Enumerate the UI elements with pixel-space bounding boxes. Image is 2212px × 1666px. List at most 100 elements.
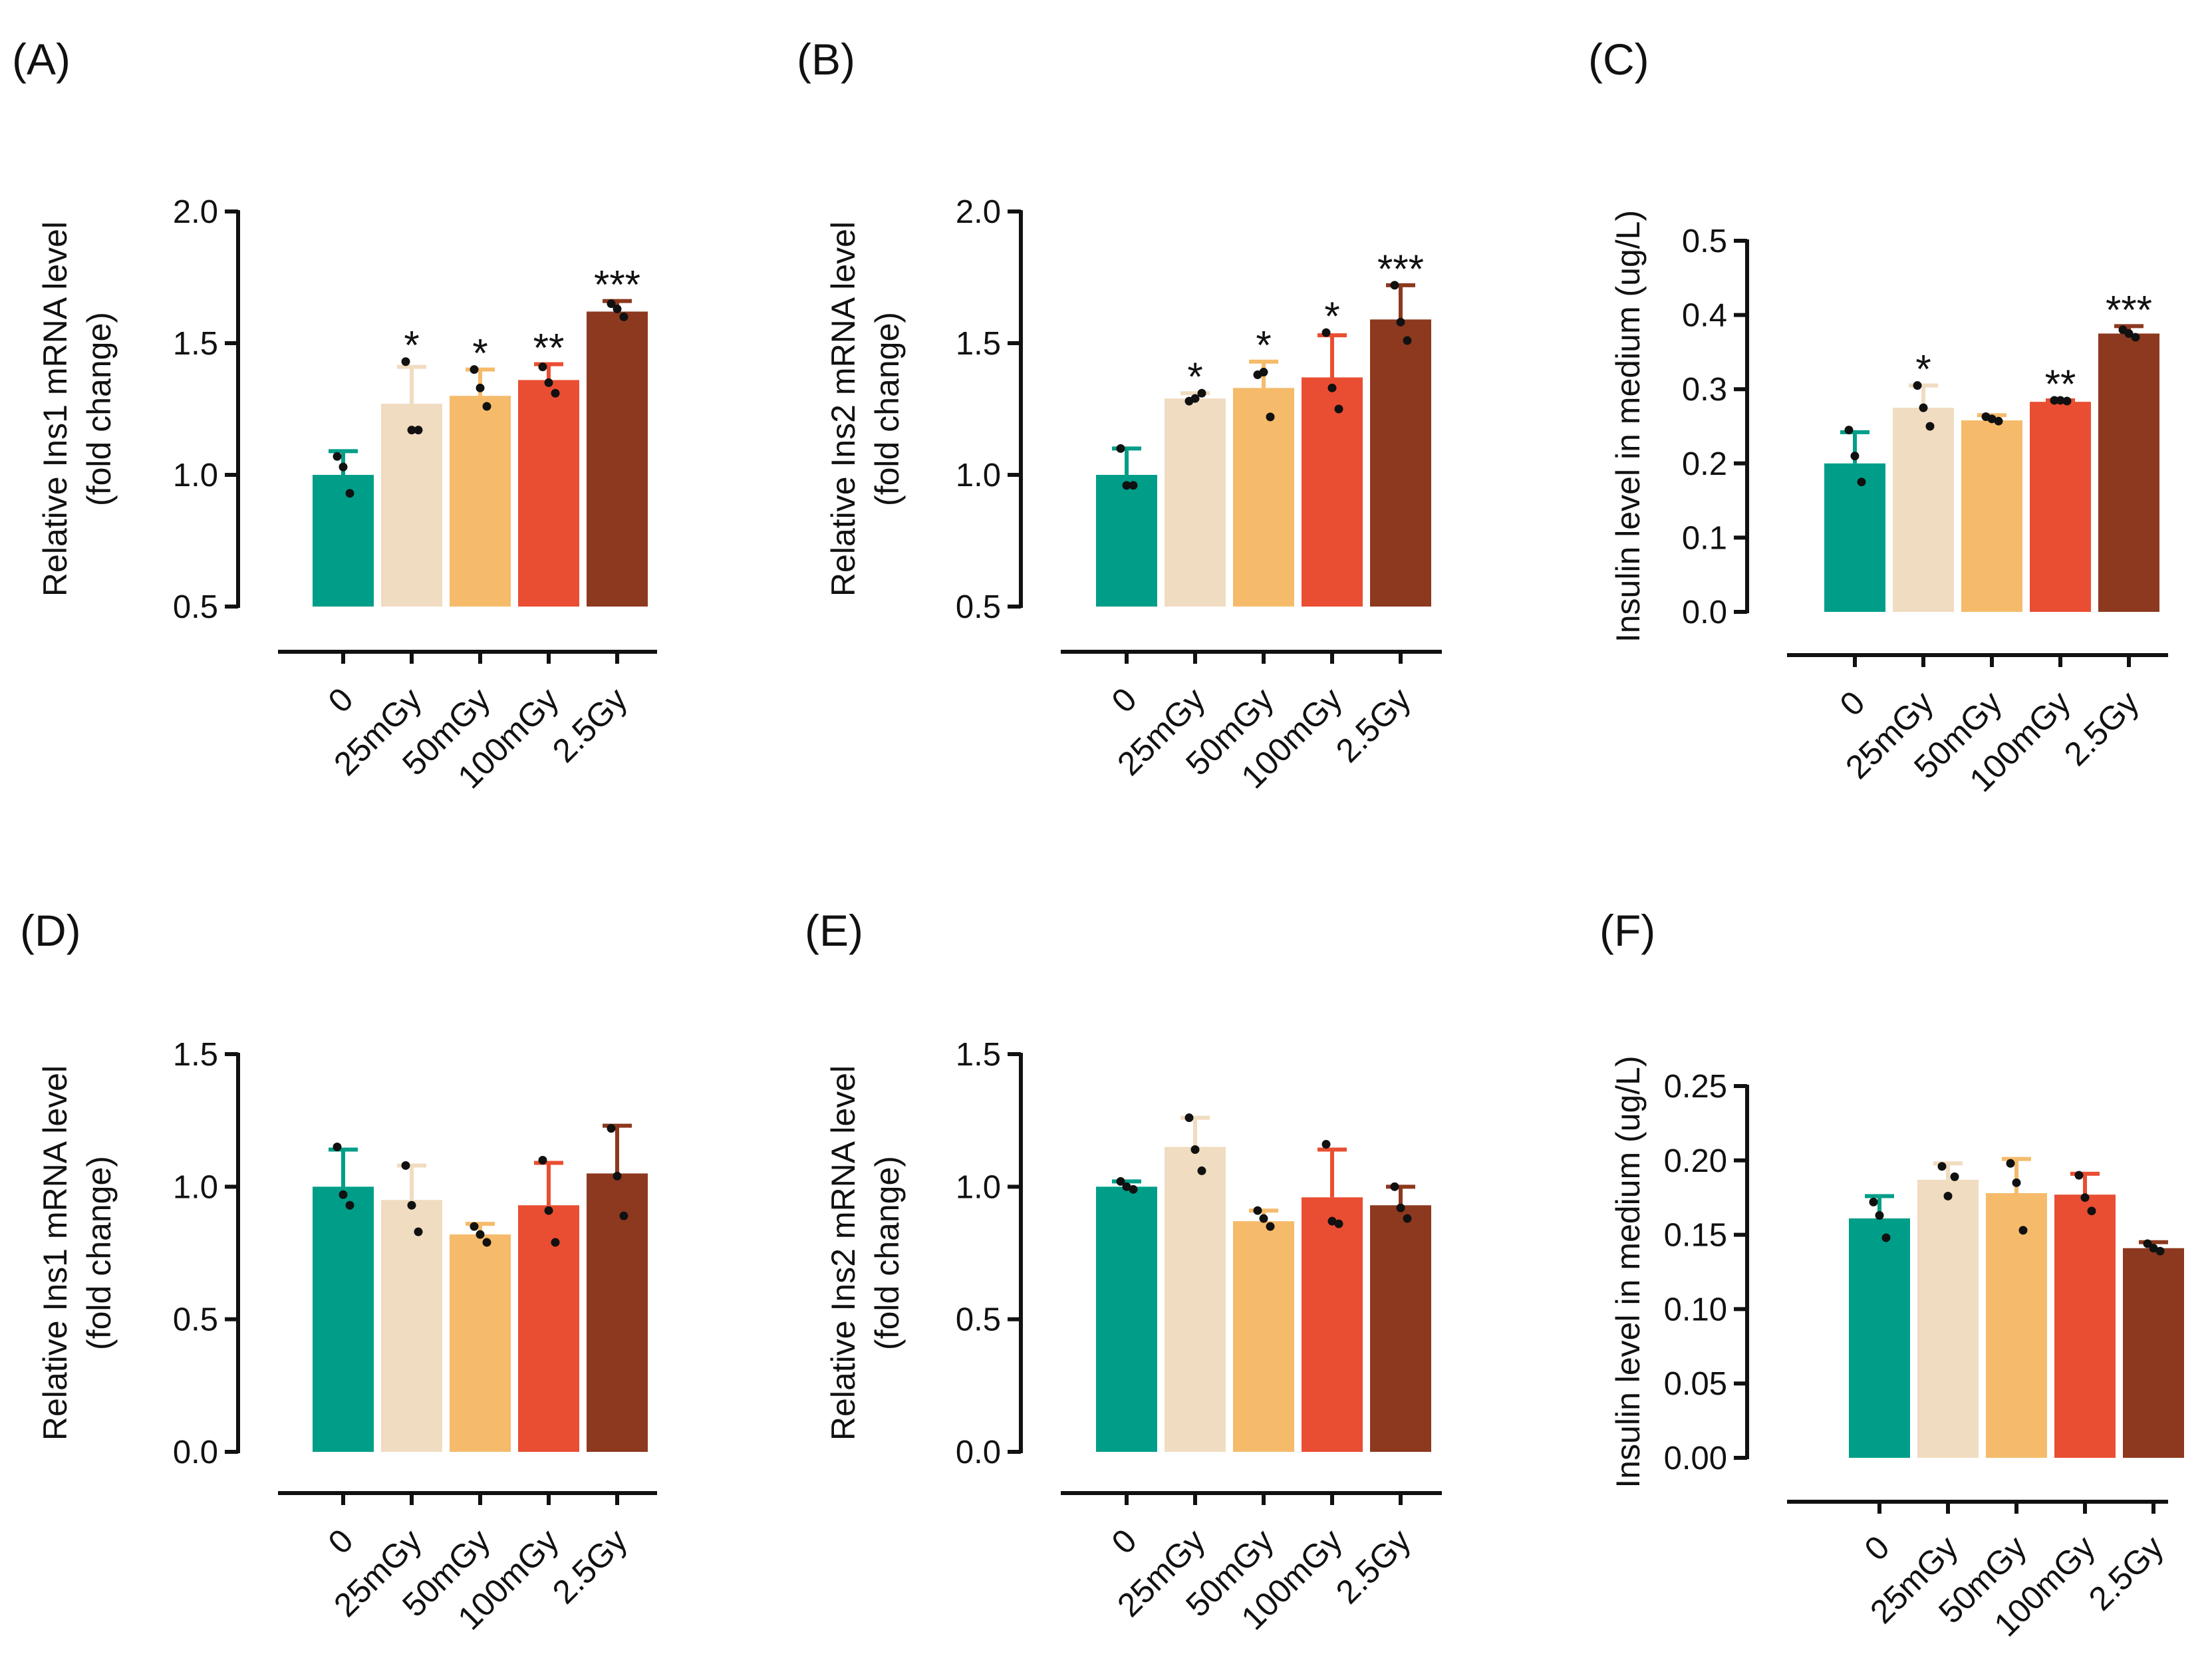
bar: [1961, 420, 2022, 612]
y-tick-label: 1.0: [956, 458, 1001, 493]
significance-marker: ***: [594, 263, 640, 307]
data-point: [2056, 396, 2065, 405]
x-tick-label: 0: [1105, 1522, 1144, 1561]
bar: [313, 1186, 374, 1452]
significance-marker: *: [1915, 347, 1931, 392]
bar: [450, 396, 511, 607]
y-tick-label: 1.5: [956, 1037, 1001, 1073]
x-tick-label: 0: [1105, 680, 1144, 720]
bar: [1986, 1192, 2047, 1458]
y-tick-label: 0.15: [1664, 1218, 1727, 1254]
data-point: [1875, 1211, 1884, 1220]
data-point: [2155, 1246, 2165, 1256]
bar: [1849, 1218, 1910, 1458]
bar: [518, 380, 579, 607]
data-point: [2143, 1239, 2152, 1248]
chart-panel: (C) Insulin level in medium (ug/L) 0.0 0.1 0…: [1588, 35, 2168, 799]
y-tick-label: 0.0: [1682, 595, 1727, 630]
data-point: [1129, 481, 1138, 490]
bar: [313, 475, 374, 607]
bar: [2030, 402, 2091, 612]
y-axis-label: (fold change): [869, 1156, 906, 1350]
data-point: [482, 1238, 491, 1247]
x-tick-label: 2.5Gy: [545, 1522, 634, 1611]
bar: [1917, 1179, 1979, 1458]
data-point: [470, 365, 479, 374]
y-tick-label: 0.5: [173, 589, 218, 625]
bar: [1096, 475, 1157, 607]
data-point: [538, 1155, 547, 1165]
data-point: [1390, 281, 1399, 290]
x-tick-label: 0: [1833, 684, 1872, 723]
data-point: [1403, 1214, 1412, 1223]
data-point: [401, 357, 410, 366]
data-point: [1327, 1216, 1337, 1226]
data-point: [607, 299, 616, 309]
y-tick-label: 1.5: [173, 326, 218, 362]
data-point: [482, 402, 491, 411]
y-tick-label: 0.5: [1682, 223, 1727, 259]
y-axis-label: Insulin level in medium (ug/L): [1609, 210, 1647, 642]
significance-marker: *: [1256, 323, 1271, 368]
data-point: [1259, 368, 1268, 377]
y-tick-label: 1.5: [173, 1037, 218, 1073]
data-point: [333, 1143, 342, 1152]
data-point: [544, 1206, 553, 1215]
data-point: [2080, 1193, 2090, 1202]
bar: [381, 1200, 442, 1452]
data-point: [339, 1190, 348, 1199]
panel-label: (C): [1588, 35, 1649, 84]
data-point: [1321, 1140, 1331, 1149]
significance-marker: **: [2045, 362, 2076, 406]
data-point: [619, 1211, 628, 1220]
data-point: [1190, 1145, 1200, 1155]
chart-panel: (E) Relative Ins2 mRNA level (fold change)…: [805, 906, 1442, 1637]
chart-panel: (D) Relative Ins1 mRNA level (fold change)…: [20, 906, 657, 1637]
data-point: [470, 1222, 479, 1231]
data-point: [1334, 404, 1343, 414]
y-tick-label: 0.5: [956, 1302, 1001, 1338]
y-tick-label: 0.20: [1664, 1143, 1727, 1179]
data-point: [1327, 383, 1337, 392]
data-point: [1396, 1203, 1405, 1212]
data-point: [1869, 1197, 1878, 1206]
data-point: [345, 489, 354, 498]
panel-label: (E): [805, 906, 863, 955]
bar: [2123, 1248, 2184, 1458]
bar: [1233, 1221, 1294, 1452]
data-point: [339, 462, 348, 472]
y-tick-label: 0.5: [173, 1302, 218, 1338]
data-point: [2087, 1206, 2096, 1216]
y-tick-label: 0.3: [1682, 372, 1727, 408]
data-point: [2131, 333, 2140, 342]
y-tick-label: 0.0: [173, 1435, 218, 1470]
bar: [518, 1205, 579, 1452]
data-point: [1987, 414, 1997, 424]
chart-panel: (A) Relative Ins1 mRNA level (fold change)…: [12, 35, 657, 795]
x-tick-label: 2.5Gy: [2082, 1528, 2171, 1617]
bar: [2054, 1194, 2116, 1458]
x-tick-label: 2.5Gy: [545, 680, 634, 769]
bar: [587, 1173, 648, 1452]
bar: [1824, 463, 1885, 612]
data-point: [551, 1238, 560, 1247]
bar: [1165, 1147, 1226, 1452]
panel-label: (D): [20, 906, 81, 955]
bar: [1302, 377, 1363, 607]
data-point: [2006, 1159, 2015, 1168]
y-tick-label: 1.5: [956, 326, 1001, 362]
data-point: [1844, 426, 1854, 435]
bar: [1893, 408, 1954, 612]
x-tick-label: 0: [321, 1522, 360, 1561]
data-point: [1122, 1182, 1131, 1191]
data-point: [2018, 1226, 2028, 1235]
y-axis-label: Relative Ins2 mRNA level: [825, 1065, 862, 1441]
bar: [587, 311, 648, 607]
x-tick-label: 0: [1858, 1528, 1897, 1568]
data-point: [476, 1230, 485, 1239]
data-point: [1197, 1166, 1206, 1175]
significance-marker: *: [404, 323, 419, 368]
y-axis-label: Relative Ins1 mRNA level: [37, 1065, 74, 1441]
data-point: [1122, 481, 1131, 490]
